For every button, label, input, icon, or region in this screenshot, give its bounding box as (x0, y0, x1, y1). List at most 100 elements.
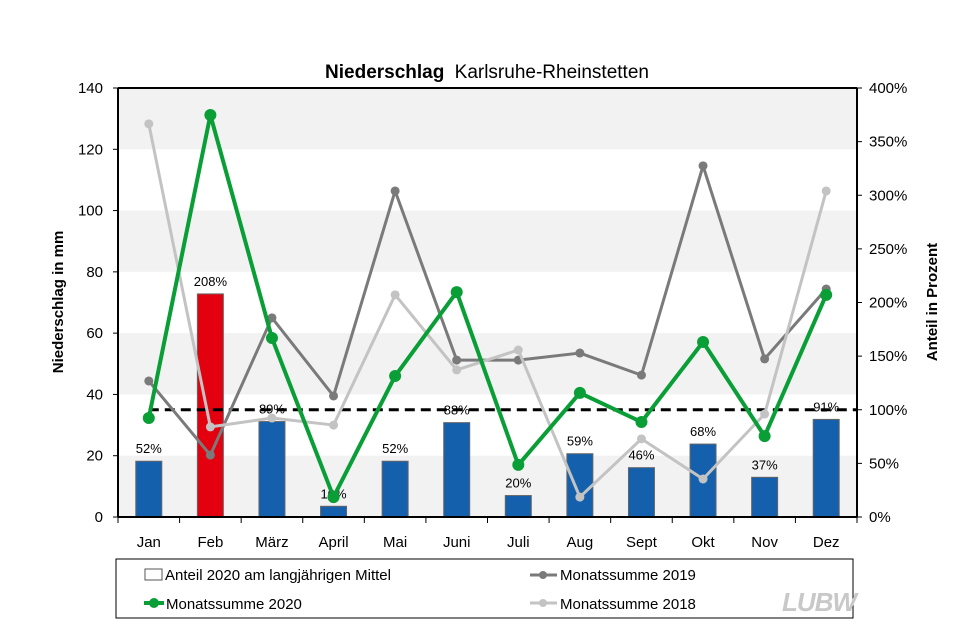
point-2019-Jan (144, 376, 154, 386)
point-2019-Aug (575, 348, 585, 358)
grid-band (118, 455, 857, 517)
y2-tick-label: 150% (869, 348, 907, 365)
point-2020-Juni (450, 286, 463, 299)
x-tick-label-Juli: Juli (507, 534, 530, 551)
point-2018-April (329, 420, 339, 430)
y-tick-label: 40 (86, 386, 103, 403)
point-2018-Feb (205, 422, 215, 432)
bar-Sept (627, 467, 655, 518)
y-tick-label: 140 (78, 80, 103, 97)
legend-2018-marker (539, 599, 547, 607)
point-2020-Dez (820, 288, 833, 301)
x-tick-label-Sept: Sept (626, 534, 658, 551)
lubw-logo: LUBW (782, 587, 859, 617)
chart-title-bold: Niederschlag (325, 62, 444, 83)
y-tick-label: 120 (78, 141, 103, 158)
series-line-Monatssumme-2018 (147, 123, 828, 499)
point-2018-Dez (821, 186, 831, 196)
x-tick-label-Nov: Nov (751, 534, 778, 551)
y-tick-label: 20 (86, 448, 103, 465)
bar-Jan (135, 460, 163, 518)
grid-band (118, 210, 857, 272)
point-2020-Sept (635, 416, 648, 429)
point-2019-März (267, 313, 277, 323)
bar-Juni (443, 422, 471, 518)
y2-tick-label: 200% (869, 295, 907, 312)
x-tick-label-Dez: Dez (813, 534, 840, 551)
bar-Nov (751, 476, 779, 518)
y2-tick-label: 400% (869, 80, 907, 97)
y-tick-label: 80 (86, 264, 103, 281)
series-line-Monatssumme-2020 (146, 112, 829, 500)
point-2018-Mai (390, 290, 400, 300)
bar-Feb (196, 293, 224, 518)
point-2018-Juli (513, 345, 523, 355)
point-2020-März (265, 332, 278, 345)
point-2018-Nov (760, 409, 770, 419)
bar-April (320, 505, 348, 518)
point-2019-Juni (452, 355, 462, 365)
x-tick-label-Juni: Juni (443, 534, 471, 551)
point-2020-Aug (573, 386, 586, 399)
point-2019-Nov (760, 354, 770, 364)
point-2018-März (267, 413, 277, 423)
point-2018-Okt (698, 474, 708, 484)
point-2018-Jan (144, 119, 154, 129)
legend-item-2020: Monatssumme 2020 (166, 596, 302, 613)
bar-März (258, 421, 286, 518)
point-2018-Juni (452, 365, 462, 375)
bar-label-Sept: 46% (628, 448, 654, 463)
grid-band (118, 333, 857, 395)
legend: Anteil 2020 am langjährigen Mittel Monat… (115, 558, 860, 619)
point-2020-Jan (142, 412, 155, 425)
y2-tick-label: 250% (869, 241, 907, 258)
legend-item-2018: Monatssumme 2018 (560, 596, 696, 613)
bar-label-Dez: 91% (813, 399, 839, 414)
point-2018-Aug (575, 492, 585, 502)
point-2019-Okt (698, 161, 708, 171)
x-tick-label-Okt: Okt (691, 534, 715, 551)
y-tick-label: 100 (78, 203, 103, 220)
grid-band (118, 88, 857, 150)
bar-Mai (381, 460, 409, 518)
y2-tick-label: 300% (869, 187, 907, 204)
bar-Aug (566, 453, 594, 518)
bar-Dez (812, 418, 840, 518)
point-2020-Okt (697, 336, 710, 349)
bar-label-Okt: 68% (690, 424, 716, 439)
bar-label-Feb: 208% (194, 274, 228, 289)
x-tick-label-Feb: Feb (197, 534, 223, 551)
legend-item-2019: Monatssumme 2019 (560, 567, 696, 584)
legend-bar-swatch (144, 568, 163, 581)
chart-title: Niederschlag Karlsruhe-Rheinstetten (325, 62, 649, 83)
point-2020-Nov (758, 430, 771, 443)
series-line-Monatssumme-2019 (147, 164, 828, 457)
point-2020-April (327, 491, 340, 504)
bar-label-Jan: 52% (136, 441, 162, 456)
point-2020-Feb (204, 108, 217, 121)
bar-label-Aug: 59% (567, 434, 593, 449)
chart-title-rest: Karlsruhe-Rheinstetten (455, 62, 649, 83)
y-tick-label: 60 (86, 325, 103, 342)
bar-Juli (504, 495, 532, 518)
bar-label-März: 89% (259, 402, 285, 417)
legend-2019-marker (539, 571, 547, 579)
legend-item-anteil: Anteil 2020 am langjährigen Mittel (165, 567, 391, 584)
point-2018-Sept (636, 434, 646, 444)
y-axis-label: Niederschlag in mm (50, 231, 67, 374)
point-2019-Mai (390, 186, 400, 196)
y2-tick-label: 50% (869, 455, 899, 472)
legend-2020-marker (149, 598, 159, 608)
x-tick-label-Jan: Jan (137, 534, 161, 551)
x-tick-label-Aug: Aug (567, 534, 594, 551)
bar-label-Mai: 52% (382, 441, 408, 456)
point-2019-April (329, 391, 339, 401)
x-tick-label-April: April (319, 534, 349, 551)
y2-tick-label: 350% (869, 134, 907, 151)
point-2019-Feb (205, 450, 215, 460)
point-2020-Juli (512, 458, 525, 471)
point-2019-Sept (636, 370, 646, 380)
point-2020-Mai (389, 370, 402, 383)
y-tick-label: 0 (95, 509, 103, 526)
